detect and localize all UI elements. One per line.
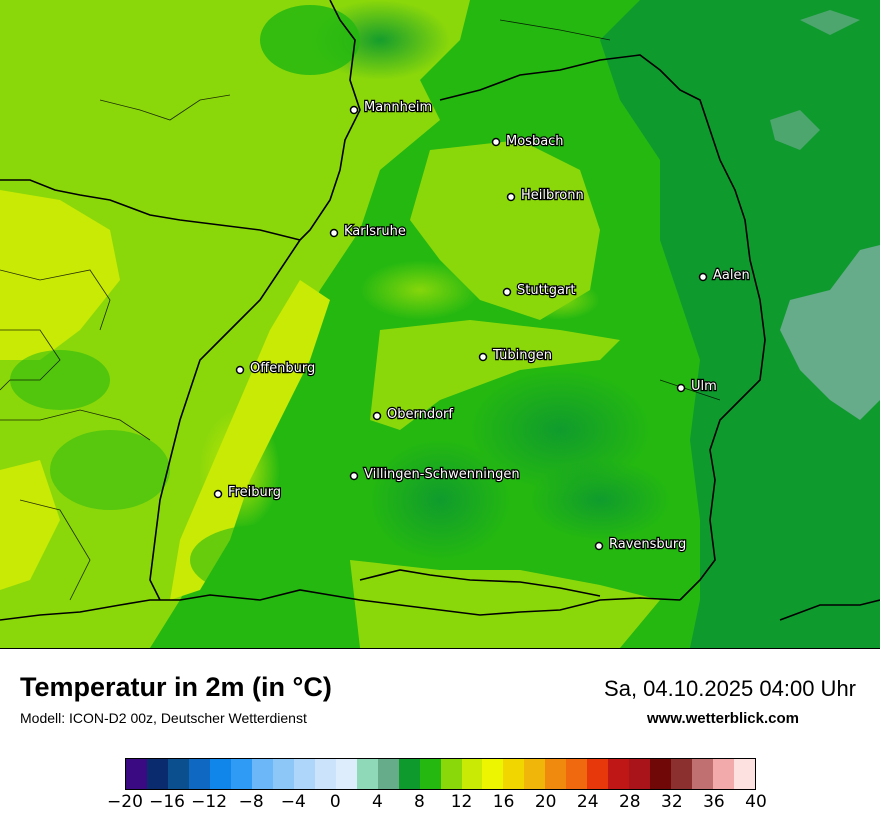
city-freiburg[interactable]: Freiburg <box>213 484 282 501</box>
legend-swatch <box>419 759 441 789</box>
city-label: Aalen <box>713 268 750 283</box>
city-marker-icon <box>491 137 501 147</box>
city-label: Ravensburg <box>609 537 686 552</box>
city-marker-icon <box>349 471 359 481</box>
city-label: Heilbronn <box>521 188 584 203</box>
legend-tick-label: −16 <box>149 792 186 812</box>
city-label: Stuttgart <box>517 283 575 298</box>
legend-swatch <box>503 759 525 789</box>
legend-swatch <box>587 759 609 789</box>
legend-swatch <box>188 759 210 789</box>
city-label: Tübingen <box>492 348 552 363</box>
city-oberndorf[interactable]: Oberndorf <box>372 406 455 423</box>
legend-swatch <box>608 759 630 789</box>
legend-swatch <box>167 759 189 789</box>
legend-swatch <box>545 759 567 789</box>
legend-swatch <box>629 759 651 789</box>
city-marker-icon <box>478 352 488 362</box>
city-offenburg[interactable]: Offenburg <box>235 360 316 377</box>
color-legend <box>125 758 756 790</box>
city-marker-icon <box>372 411 382 421</box>
city-label: Mannheim <box>364 100 432 115</box>
legend-swatch <box>272 759 294 789</box>
city-label: Mosbach <box>506 134 564 149</box>
legend-tick-label: −8 <box>238 792 264 812</box>
city-mannheim[interactable]: Mannheim <box>349 99 433 116</box>
legend-swatch <box>734 759 756 789</box>
legend-swatch <box>692 759 714 789</box>
state-borders <box>0 0 880 621</box>
legend-ticks: −20 −16 −12 −8 −4 0 4 8 12 16 20 24 28 32 36 40 <box>107 792 767 818</box>
legend-swatch <box>566 759 588 789</box>
city-ulm[interactable]: Ulm <box>676 378 718 395</box>
city-marker-icon <box>676 383 686 393</box>
model-source: Modell: ICON-D2 00z, Deutscher Wetterdie… <box>20 710 307 726</box>
city-marker-icon <box>213 489 223 499</box>
legend-swatch <box>209 759 231 789</box>
legend-tick-label: 12 <box>450 792 473 812</box>
city-aalen[interactable]: Aalen <box>698 267 751 284</box>
temperature-field <box>0 0 880 648</box>
legend-swatch <box>126 759 147 789</box>
city-tuebingen[interactable]: Tübingen <box>478 347 553 364</box>
legend-tick-label: −4 <box>280 792 306 812</box>
legend-swatch <box>650 759 672 789</box>
legend-tick-label: 4 <box>371 792 383 812</box>
legend-tick-label: 0 <box>329 792 341 812</box>
legend-tick-label: 36 <box>703 792 725 812</box>
legend-swatch <box>482 759 504 789</box>
legend-tick-label: 20 <box>534 792 557 812</box>
legend-tick-label: 28 <box>618 792 641 812</box>
city-marker-icon <box>329 228 339 238</box>
legend-swatch <box>356 759 378 789</box>
city-marker-icon <box>698 272 708 282</box>
legend-tick-label: 24 <box>576 792 599 812</box>
legend-swatch <box>251 759 273 789</box>
legend-swatch <box>713 759 735 789</box>
city-karlsruhe[interactable]: Karlsruhe <box>329 223 407 240</box>
temperature-map[interactable]: Mannheim Mosbach Heilbronn Karlsruhe Aal… <box>0 0 880 649</box>
city-marker-icon <box>506 192 516 202</box>
city-label: Offenburg <box>250 361 315 376</box>
legend-tick-label: 8 <box>414 792 425 812</box>
city-label: Ulm <box>691 379 717 394</box>
legend-tick-label: 40 <box>745 792 767 812</box>
city-stuttgart[interactable]: Stuttgart <box>502 282 577 299</box>
legend-swatch <box>671 759 693 789</box>
legend-swatch <box>293 759 315 789</box>
legend-swatch <box>440 759 462 789</box>
legend-tick-label: −12 <box>191 792 228 812</box>
forecast-datetime: Sa, 04.10.2025 04:00 Uhr <box>604 676 856 701</box>
legend-swatch <box>524 759 546 789</box>
legend-swatch <box>377 759 399 789</box>
city-label: Villingen-Schwenningen <box>364 467 520 482</box>
website-link[interactable]: www.wetterblick.com <box>647 710 799 727</box>
city-ravensburg[interactable]: Ravensburg <box>594 536 687 553</box>
legend-tick-label: 32 <box>661 792 683 812</box>
city-villingen-schwenningen[interactable]: Villingen-Schwenningen <box>349 466 521 483</box>
legend-swatch <box>398 759 420 789</box>
city-heilbronn[interactable]: Heilbronn <box>506 187 585 204</box>
map-title: Temperatur in 2m (in °C) <box>20 672 332 702</box>
legend-tick-label: −20 <box>107 792 143 812</box>
city-label: Freiburg <box>228 485 281 500</box>
legend-swatch <box>314 759 336 789</box>
city-marker-icon <box>349 105 359 115</box>
legend-swatch <box>230 759 252 789</box>
city-mosbach[interactable]: Mosbach <box>491 133 565 150</box>
legend-swatch <box>146 759 168 789</box>
region-lines <box>0 19 721 601</box>
legend-swatch <box>461 759 483 789</box>
legend-swatch <box>335 759 357 789</box>
city-marker-icon <box>502 287 512 297</box>
city-marker-icon <box>594 541 604 551</box>
city-label: Oberndorf <box>387 407 453 422</box>
city-label: Karlsruhe <box>344 224 406 239</box>
city-marker-icon <box>235 365 245 375</box>
legend-tick-label: 16 <box>492 792 515 812</box>
